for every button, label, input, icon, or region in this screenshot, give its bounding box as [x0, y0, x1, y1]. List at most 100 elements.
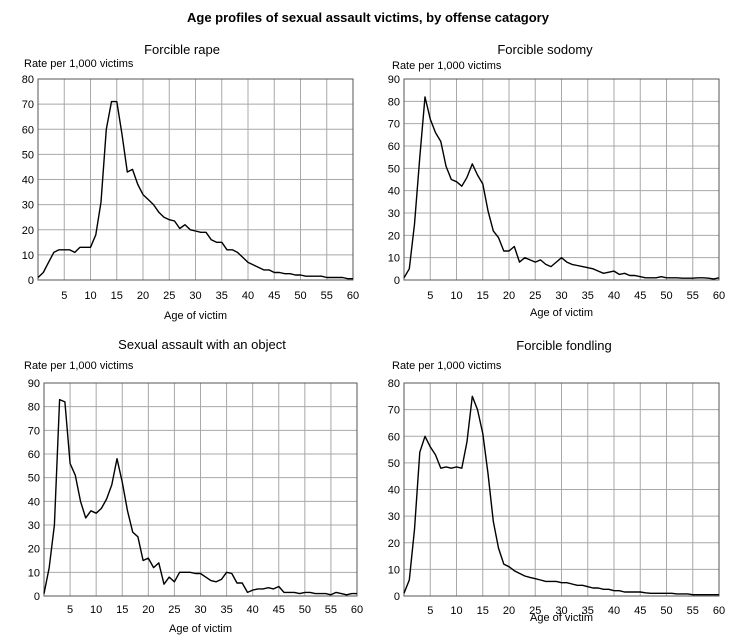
y-tick-label: 80	[388, 96, 400, 108]
x-tick-label: 40	[242, 290, 254, 302]
x-tick-label: 20	[503, 290, 515, 302]
y-tick-label: 70	[28, 425, 40, 437]
y-tick-label: 90	[388, 74, 400, 86]
main-title: Age profiles of sexual assault victims, …	[187, 10, 549, 25]
x-tick-label: 25	[163, 290, 175, 302]
y-tick-label: 20	[22, 225, 34, 237]
chart-title: Forcible sodomy	[497, 42, 593, 57]
x-tick-label: 5	[427, 605, 433, 617]
y-tick-label: 60	[388, 141, 400, 153]
x-tick-label: 55	[687, 605, 699, 617]
x-tick-label: 10	[450, 290, 462, 302]
chart-title: Forcible rape	[144, 42, 220, 57]
y-tick-label: 40	[22, 175, 34, 187]
y-tick-label: 30	[22, 200, 34, 212]
x-tick-label: 25	[168, 604, 180, 616]
x-tick-label: 15	[477, 290, 489, 302]
y-axis-label: Rate per 1,000 victims	[392, 360, 502, 372]
x-tick-label: 15	[111, 290, 123, 302]
series-line	[403, 395, 719, 596]
y-tick-label: 50	[28, 473, 40, 485]
y-tick-label: 10	[22, 250, 34, 262]
series-line	[37, 100, 353, 280]
y-tick-label: 0	[34, 591, 40, 603]
y-tick-label: 20	[388, 538, 400, 550]
y-tick-label: 0	[394, 275, 400, 287]
x-tick-label: 30	[555, 290, 567, 302]
y-tick-label: 40	[388, 186, 400, 198]
x-tick-label: 30	[189, 290, 201, 302]
x-tick-label: 30	[194, 604, 206, 616]
x-tick-label: 50	[299, 604, 311, 616]
x-axis-label: Age of victim	[169, 623, 232, 635]
y-tick-label: 40	[28, 496, 40, 508]
chart-forcible-fondling: Forcible fondling Rate per 1,000 victims A…	[388, 338, 725, 624]
y-tick-label: 10	[388, 564, 400, 576]
x-tick-label: 50	[660, 290, 672, 302]
x-tick-label: 20	[137, 290, 149, 302]
y-tick-label: 20	[28, 544, 40, 556]
x-axis-label: Age of victim	[530, 307, 593, 319]
x-tick-label: 60	[713, 290, 725, 302]
x-tick-label: 5	[61, 290, 67, 302]
y-tick-label: 60	[388, 431, 400, 443]
y-tick-label: 70	[388, 405, 400, 417]
x-tick-label: 55	[325, 604, 337, 616]
y-tick-label: 10	[388, 253, 400, 265]
y-tick-label: 50	[388, 163, 400, 175]
x-tick-label: 50	[294, 290, 306, 302]
y-tick-label: 60	[28, 449, 40, 461]
x-tick-label: 5	[427, 290, 433, 302]
x-tick-label: 45	[634, 605, 646, 617]
x-tick-label: 55	[321, 290, 333, 302]
x-tick-label: 40	[608, 605, 620, 617]
y-tick-label: 0	[28, 275, 34, 287]
y-tick-label: 90	[28, 378, 40, 390]
x-tick-label: 30	[555, 605, 567, 617]
x-tick-label: 35	[220, 604, 232, 616]
chart-forcible-sodomy: Forcible sodomy Rate per 1,000 victims Age…	[388, 42, 725, 319]
x-tick-label: 45	[634, 290, 646, 302]
y-tick-label: 0	[394, 591, 400, 603]
y-tick-label: 80	[22, 74, 34, 86]
y-tick-label: 50	[388, 458, 400, 470]
y-tick-label: 70	[22, 99, 34, 111]
x-axis-label: Age of victim	[164, 310, 227, 322]
chart-forcible-rape: Forcible rape Rate per 1,000 victims Age o…	[22, 42, 359, 322]
x-tick-label: 20	[142, 604, 154, 616]
chart-sexual-assault-with-object: Sexual assault with an object Rate per 1,…	[24, 337, 363, 635]
x-tick-label: 60	[347, 290, 359, 302]
y-axis-label: Rate per 1,000 victims	[24, 360, 134, 372]
x-tick-label: 20	[503, 605, 515, 617]
plot-frame	[403, 382, 720, 597]
x-tick-label: 15	[477, 605, 489, 617]
y-tick-label: 20	[388, 230, 400, 242]
y-tick-label: 30	[388, 511, 400, 523]
x-tick-label: 60	[713, 605, 725, 617]
x-tick-label: 60	[351, 604, 363, 616]
y-tick-label: 10	[28, 567, 40, 579]
y-tick-label: 70	[388, 119, 400, 131]
x-tick-label: 5	[67, 604, 73, 616]
x-tick-label: 35	[582, 605, 594, 617]
x-tick-label: 50	[660, 605, 672, 617]
y-axis-label: Rate per 1,000 victims	[24, 58, 134, 70]
x-tick-label: 25	[529, 605, 541, 617]
x-axis-label: Age of victim	[530, 612, 593, 624]
x-tick-label: 45	[268, 290, 280, 302]
y-tick-label: 40	[388, 485, 400, 497]
y-tick-label: 30	[388, 208, 400, 220]
x-tick-label: 10	[450, 605, 462, 617]
x-tick-label: 45	[273, 604, 285, 616]
x-tick-label: 10	[84, 290, 96, 302]
x-tick-label: 40	[247, 604, 259, 616]
chart-title: Sexual assault with an object	[118, 337, 286, 352]
y-axis-label: Rate per 1,000 victims	[392, 60, 502, 72]
y-tick-label: 80	[28, 402, 40, 414]
x-tick-label: 35	[582, 290, 594, 302]
x-tick-label: 25	[529, 290, 541, 302]
series-line	[43, 398, 357, 596]
series-line	[403, 96, 720, 280]
plot-frame	[37, 78, 354, 281]
x-tick-label: 35	[216, 290, 228, 302]
